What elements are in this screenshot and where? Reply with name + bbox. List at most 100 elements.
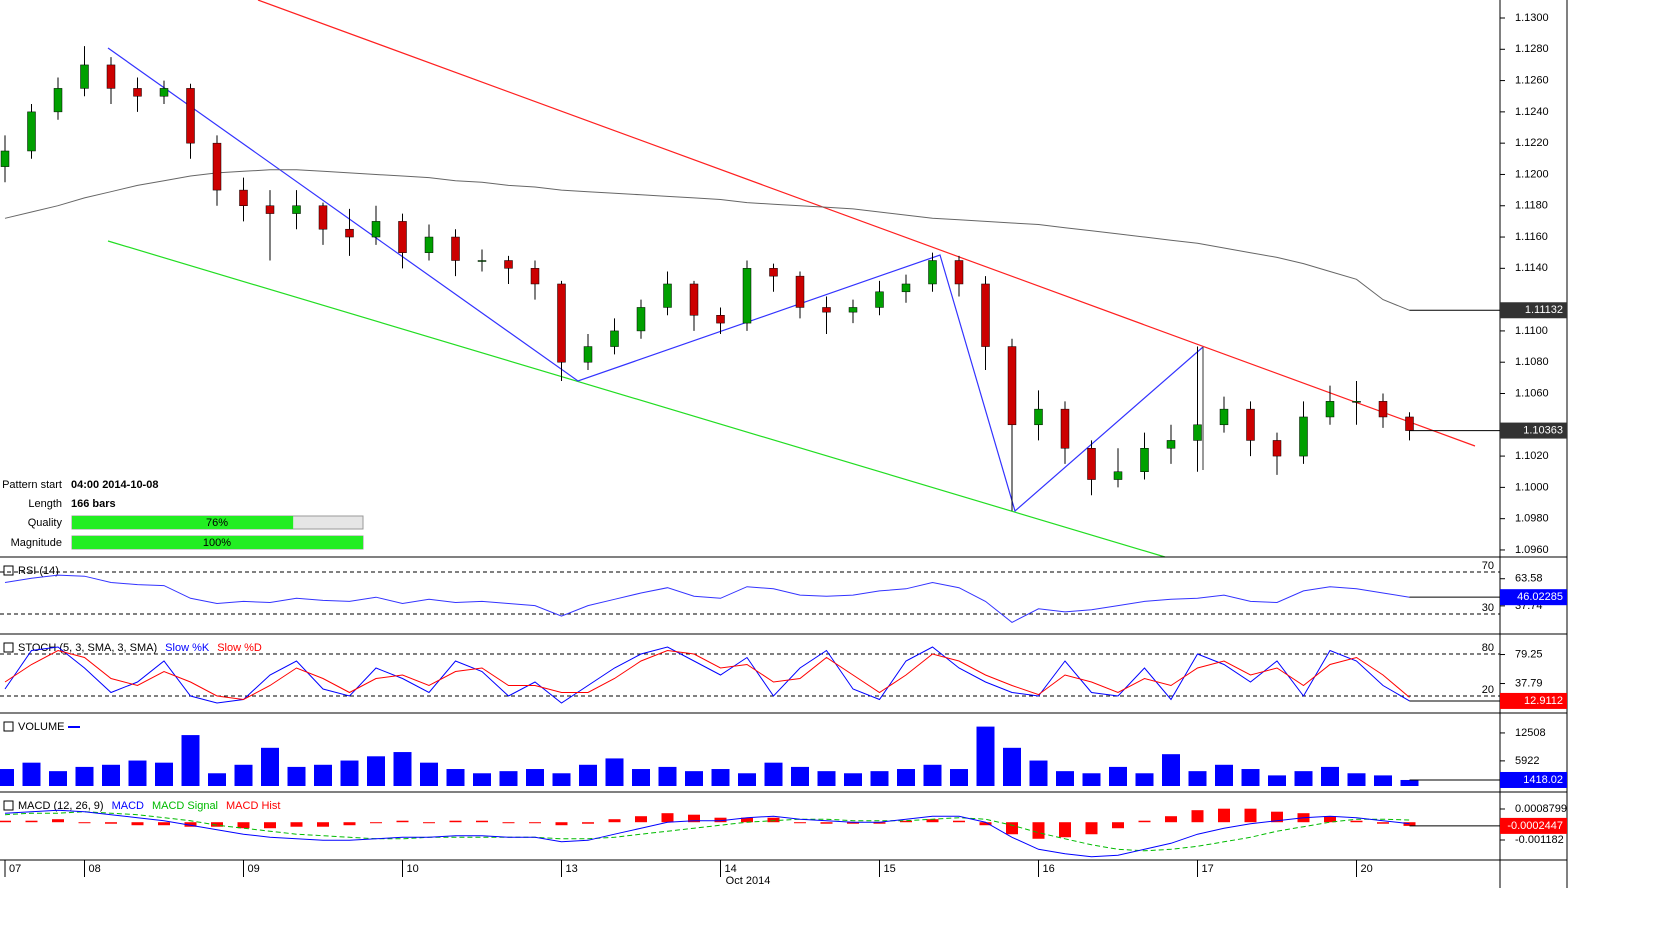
histogram-bar	[25, 820, 38, 823]
volume-bar	[950, 769, 968, 786]
x-tick-label: 07	[9, 863, 21, 875]
info-label: Magnitude	[11, 537, 62, 549]
x-tick-label: 10	[407, 863, 419, 875]
y-tick-label: 1.1160	[1515, 231, 1548, 243]
last-value-box	[1500, 422, 1567, 439]
last-value-label: 46.02285	[1517, 591, 1563, 603]
volume-bar	[1003, 747, 1021, 786]
histogram-bar	[661, 813, 674, 823]
volume-bar	[1162, 754, 1180, 786]
candle-body	[610, 330, 619, 347]
indicator-line	[4, 574, 1410, 623]
volume-bar	[499, 771, 518, 786]
volume-bar	[1029, 760, 1048, 786]
candle-body	[716, 315, 725, 324]
y-tick-label: 1.1300	[1515, 12, 1549, 24]
info-label: Pattern start	[2, 479, 62, 491]
volume-bar	[1268, 775, 1286, 786]
histogram-bar	[555, 822, 568, 826]
histogram-bar	[1006, 822, 1018, 835]
volume-bar	[685, 771, 703, 786]
candle-body	[451, 236, 460, 261]
histogram-bar	[529, 822, 541, 824]
last-value-box	[1500, 771, 1567, 788]
candle-body	[1405, 416, 1414, 431]
last-value-box	[1500, 692, 1567, 709]
histogram-bar	[423, 822, 435, 824]
histogram-bar	[1138, 820, 1151, 823]
y-tick-label: 1.1200	[1515, 168, 1549, 180]
info-value: 166 bars	[71, 498, 116, 510]
meter-fill	[72, 536, 363, 549]
y-tick-label: 1.1260	[1515, 74, 1549, 86]
x-axis-label: Oct 2014	[726, 875, 771, 887]
histogram-bar	[1403, 822, 1416, 826]
info-label: Quality	[28, 517, 63, 529]
volume-bar	[446, 769, 465, 786]
candle-body	[663, 283, 672, 308]
histogram-bar	[953, 820, 965, 823]
volume-bar	[844, 773, 862, 786]
histogram-bar	[1165, 816, 1177, 823]
resistance-line	[257, 0, 1476, 447]
histogram-bar	[767, 817, 780, 823]
volume-bar	[128, 760, 147, 786]
histogram-bar	[52, 819, 64, 823]
volume-bar	[817, 771, 836, 786]
candle-body	[1166, 440, 1176, 449]
candle-body	[1193, 424, 1202, 441]
y-tick-label: 0.0008799	[1515, 803, 1567, 815]
candle-body	[848, 307, 858, 313]
histogram-bar	[1244, 808, 1257, 823]
last-value-label: 12.9112	[1524, 695, 1563, 707]
panel-title: MACD (12, 26, 9)	[18, 800, 104, 812]
histogram-bar	[449, 820, 462, 823]
meter-fill	[72, 516, 294, 529]
volume-bar	[1294, 771, 1313, 786]
candle-body	[822, 307, 831, 313]
histogram-bar	[608, 819, 621, 823]
y-tick-label: 1.1080	[1515, 356, 1549, 368]
volume-bar	[526, 769, 544, 786]
candle-body	[928, 260, 937, 285]
pattern-zigzag	[107, 47, 1204, 513]
level-label: 20	[1482, 684, 1494, 696]
volume-bar	[1082, 773, 1101, 786]
y-tick-label: 1.1100	[1515, 325, 1548, 337]
candle-body	[1060, 408, 1070, 449]
candle-body	[689, 283, 699, 316]
histogram-bar	[184, 822, 197, 827]
histogram-bar	[131, 822, 144, 826]
volume-bar	[314, 764, 332, 786]
candle-body	[1219, 408, 1229, 426]
last-value-box	[1500, 817, 1567, 834]
histogram-bar	[290, 822, 303, 827]
candle-body	[477, 260, 487, 262]
histogram-bar	[688, 814, 700, 823]
pattern-info: Pattern start 04:00 2014-10-08 Length 16…	[2, 479, 158, 549]
histogram-bar	[158, 822, 170, 826]
level-label: 30	[1482, 602, 1494, 614]
histogram-bar	[317, 822, 329, 827]
last-value-label: 1.10363	[1523, 424, 1563, 436]
y-tick-label: -0.001182	[1515, 834, 1564, 846]
candle-body	[1034, 408, 1043, 426]
volume-bar	[1056, 771, 1074, 786]
candle-body	[1325, 401, 1335, 418]
indicator-line	[4, 646, 1410, 704]
y-tick-label: 37.79	[1515, 677, 1543, 689]
info-label: Length	[28, 498, 62, 510]
volume-bar	[75, 766, 94, 786]
candle-body	[371, 221, 381, 238]
legend-entry: MACD	[112, 800, 144, 812]
volume-bar	[658, 766, 677, 786]
last-value-box	[1500, 589, 1567, 606]
candle-body	[557, 283, 566, 363]
y-tick-label: 1.1000	[1515, 481, 1549, 493]
legend-entry: Slow %D	[217, 642, 262, 654]
histogram-bar	[264, 822, 276, 829]
x-tick-label: 08	[89, 863, 101, 875]
